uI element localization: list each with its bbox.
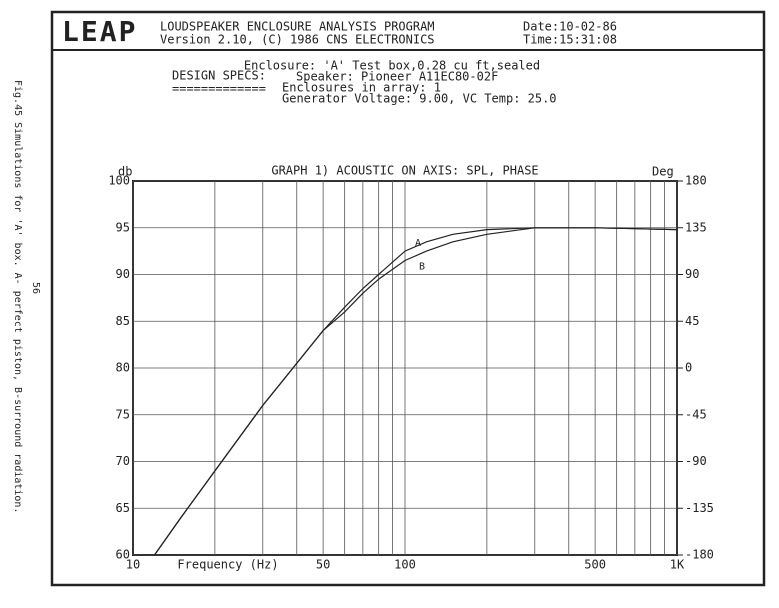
y2-tick-label: -180	[685, 548, 714, 562]
series-line	[154, 227, 678, 556]
x-tick-label: 500	[584, 558, 606, 572]
y-tick-label: 65	[116, 501, 130, 515]
y2-tick-label: 90	[685, 267, 699, 281]
spec-line: Speaker: Pioneer A11EC80-02F	[296, 70, 498, 84]
specs-label: DESIGN SPECS:	[172, 69, 266, 83]
y-tick-label: 80	[116, 361, 130, 375]
y2-tick-label: -45	[685, 407, 707, 421]
y-tick-label: 60	[116, 548, 130, 562]
y2-axis-label: Deg	[652, 165, 674, 179]
version: Version 2.10, (C) 1986 CNS ELECTRONICS	[160, 33, 435, 47]
x-tick-label: 50	[316, 558, 330, 572]
spec-line: Enclosure: 'A' Test box,0.28 cu ft,seale…	[244, 59, 540, 73]
y2-tick-label: 45	[685, 314, 699, 328]
y2-tick-label: -135	[685, 501, 714, 515]
spec-line: Enclosures in array: 1	[282, 81, 441, 95]
date: Date:10-02-86	[523, 20, 617, 34]
y2-tick-label: -90	[685, 454, 707, 468]
specs-underline: =============	[172, 82, 266, 96]
caption: Fig.45 Simulations for 'A' box. A- perfe…	[12, 80, 23, 513]
x-tick-label: 1K	[670, 558, 685, 572]
x-tick-label: 100	[394, 558, 416, 572]
outer-frame	[50, 10, 766, 587]
series-label: B	[419, 261, 425, 272]
series-line	[154, 227, 678, 556]
y2-tick-label: 135	[685, 220, 707, 234]
y2-tick-label: 0	[685, 361, 692, 375]
y-tick-label: 85	[116, 314, 130, 328]
y-tick-label: 90	[116, 267, 130, 281]
x-axis-label: Frequency (Hz)	[177, 558, 278, 572]
logo: LEAP	[62, 15, 137, 48]
y-tick-label: 75	[116, 407, 130, 421]
y-tick-label: 70	[116, 454, 130, 468]
y-axis-label: db	[118, 165, 132, 179]
x-tick-label: 10	[126, 558, 140, 572]
page-number: 56	[30, 282, 41, 294]
time: Time:15:31:08	[523, 33, 617, 47]
y2-tick-label: 180	[685, 174, 707, 188]
series-label: A	[415, 238, 421, 249]
y-tick-label: 100	[108, 174, 130, 188]
spec-line: Generator Voltage: 9.00, VC Temp: 25.0	[282, 92, 557, 106]
y-tick-label: 95	[116, 220, 130, 234]
program-name: LOUDSPEAKER ENCLOSURE ANALYSIS PROGRAM	[160, 20, 435, 34]
chart-title: GRAPH 1) ACOUSTIC ON AXIS: SPL, PHASE	[271, 164, 538, 178]
